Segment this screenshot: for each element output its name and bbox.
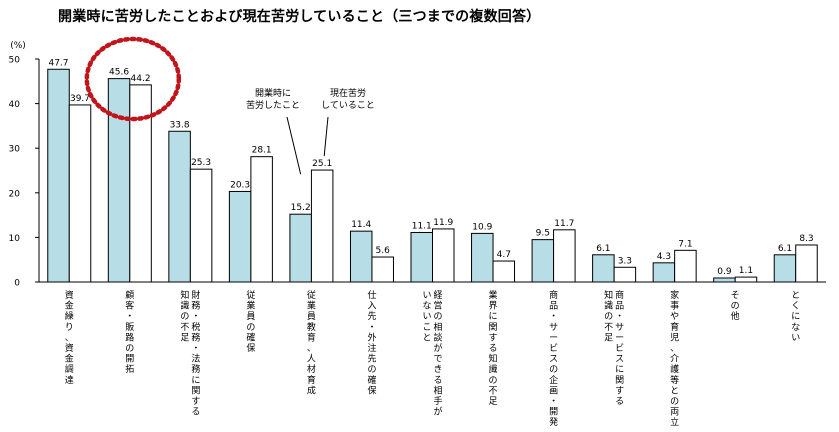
bar-at-opening (47, 68, 70, 283)
data-label: 8.3 (799, 234, 813, 244)
callout-current: 現在苦労していること (321, 87, 375, 111)
chart-title: 開業時に苦労したことおよび現在苦労していること（三つまでの複数回答） (58, 9, 541, 25)
data-label: 10.9 (472, 222, 492, 232)
category-label: 商品・サービスの企画・開発 (549, 289, 558, 428)
data-label: 28.1 (252, 146, 272, 156)
category-label: 知識の不足 (604, 289, 613, 343)
data-label: 44.2 (131, 74, 151, 84)
data-label: 39.7 (70, 94, 90, 104)
category-label: 従業員教育、人材育成 (307, 289, 316, 396)
category-label: 家事や育児、介護等との両立 (670, 289, 679, 428)
bar-current (371, 256, 394, 283)
bar-at-opening (410, 231, 433, 283)
bar-current (68, 104, 92, 283)
data-label: 25.3 (191, 158, 211, 168)
category-label: 商品・サービスに関する (615, 289, 624, 407)
data-label: 11.4 (351, 220, 371, 230)
category-label: 資金繰り、資金調達 (65, 289, 74, 386)
category-label: いないこと (422, 291, 431, 343)
bar-at-opening (289, 213, 312, 283)
category-label: 経営の相談ができる相手が (433, 289, 442, 418)
bar-at-opening (713, 277, 736, 283)
bar-at-opening (773, 254, 797, 283)
y-tick-label: 0 (14, 279, 20, 289)
y-tick-label: 30 (9, 145, 21, 155)
data-label: 45.6 (109, 68, 129, 78)
callout-at-opening-leader (286, 116, 302, 175)
category-label: 従業員の確保 (246, 289, 255, 354)
bar-at-opening (592, 254, 615, 283)
data-label: 4.3 (657, 252, 671, 262)
highlight-circle (84, 36, 182, 122)
data-label: 9.5 (536, 229, 550, 239)
bar-current (189, 168, 213, 283)
data-label: 7.1 (678, 239, 692, 249)
y-tick-label: 50 (9, 56, 21, 66)
data-label: 11.1 (412, 221, 432, 231)
bar-current (250, 156, 273, 283)
data-label: 15.2 (291, 203, 311, 213)
bar-current (310, 169, 334, 283)
bar-at-opening (349, 230, 373, 283)
category-label: 知識の不足 (180, 289, 189, 343)
bar-current (795, 244, 818, 283)
bar-current (674, 249, 697, 283)
data-label: 20.3 (230, 180, 250, 190)
bar-current (432, 228, 455, 283)
category-label: 顧客・販路の開拓 (125, 289, 134, 375)
callout-current-leader (323, 116, 329, 157)
data-label: 11.9 (433, 218, 453, 228)
data-label: 25.1 (312, 159, 332, 169)
bar-at-opening (652, 262, 676, 283)
y-tick-label: 10 (9, 234, 21, 244)
data-label: 3.3 (618, 256, 632, 266)
category-label: 財務・税務・法務に関する (191, 289, 200, 418)
data-label: 0.9 (717, 267, 732, 277)
category-label: とくにない (791, 290, 800, 343)
bar-at-opening (531, 239, 555, 283)
callout-at-opening: 開業時に苦労したこと (246, 87, 300, 111)
category-label: その他 (731, 290, 740, 322)
data-label: 33.8 (170, 120, 190, 130)
data-label: 6.1 (596, 244, 610, 254)
bar-current (734, 276, 758, 283)
y-tick-label: 20 (9, 189, 21, 199)
bar-at-opening (168, 130, 191, 283)
data-label: 11.7 (554, 219, 574, 229)
bar-at-opening (107, 78, 131, 283)
bar-current (492, 260, 516, 283)
y-tick-label: 40 (9, 100, 21, 110)
data-label: 4.7 (497, 250, 511, 260)
category-label: 業界に関する知識の不足 (489, 289, 498, 407)
y-axis-unit-label: (%) (10, 41, 26, 51)
bar-at-opening (471, 232, 494, 283)
data-label: 6.1 (778, 244, 792, 254)
bar-at-opening (228, 190, 252, 283)
category-label: 仕入先・外注先の確保 (367, 289, 376, 396)
data-label: 47.7 (48, 58, 68, 68)
bar-current (613, 266, 637, 283)
data-label: 1.1 (739, 266, 753, 276)
bar-current (129, 84, 152, 283)
bar-current (553, 229, 576, 283)
data-label: 5.6 (376, 246, 391, 256)
